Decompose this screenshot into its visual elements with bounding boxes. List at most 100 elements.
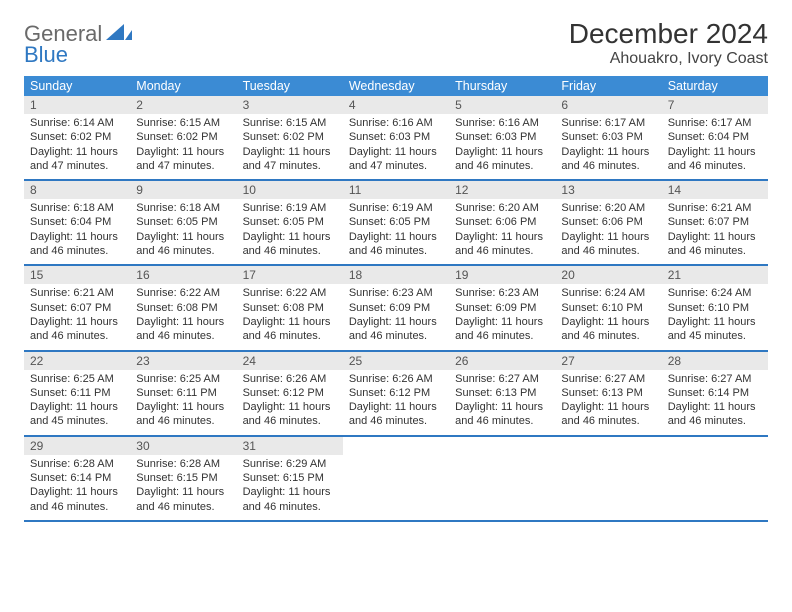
daylight-line: Daylight: 11 hours and 46 minutes. [136,400,230,429]
sunset-line: Sunset: 6:07 PM [30,301,124,315]
calendar-cell: 9Sunrise: 6:18 AMSunset: 6:05 PMDaylight… [130,180,236,265]
daylight-line: Daylight: 11 hours and 46 minutes. [243,485,337,514]
day-details: Sunrise: 6:19 AMSunset: 6:05 PMDaylight:… [237,199,343,264]
month-title: December 2024 [569,18,768,50]
sunset-line: Sunset: 6:02 PM [30,130,124,144]
daylight-line: Daylight: 11 hours and 46 minutes. [136,485,230,514]
sunset-line: Sunset: 6:15 PM [136,471,230,485]
day-header: Monday [130,76,236,96]
day-number: 9 [130,181,236,199]
calendar-cell: 17Sunrise: 6:22 AMSunset: 6:08 PMDayligh… [237,265,343,350]
day-details: Sunrise: 6:16 AMSunset: 6:03 PMDaylight:… [343,114,449,179]
day-number: 14 [662,181,768,199]
calendar-cell: 19Sunrise: 6:23 AMSunset: 6:09 PMDayligh… [449,265,555,350]
day-details: Sunrise: 6:23 AMSunset: 6:09 PMDaylight:… [343,284,449,349]
day-number: 20 [555,266,661,284]
day-number: 25 [343,352,449,370]
day-number: 7 [662,96,768,114]
day-number: 23 [130,352,236,370]
calendar-cell: 10Sunrise: 6:19 AMSunset: 6:05 PMDayligh… [237,180,343,265]
sunset-line: Sunset: 6:05 PM [136,215,230,229]
sunrise-line: Sunrise: 6:16 AM [455,116,549,130]
calendar-page: General Blue December 2024 Ahouakro, Ivo… [0,0,792,522]
daylight-line: Daylight: 11 hours and 46 minutes. [243,400,337,429]
daylight-line: Daylight: 11 hours and 46 minutes. [561,315,655,344]
day-number: 30 [130,437,236,455]
daylight-line: Daylight: 11 hours and 47 minutes. [136,145,230,174]
sunrise-line: Sunrise: 6:19 AM [349,201,443,215]
day-details: Sunrise: 6:17 AMSunset: 6:04 PMDaylight:… [662,114,768,179]
calendar-cell: 6Sunrise: 6:17 AMSunset: 6:03 PMDaylight… [555,96,661,180]
daylight-line: Daylight: 11 hours and 46 minutes. [561,400,655,429]
sunset-line: Sunset: 6:06 PM [561,215,655,229]
day-details: Sunrise: 6:21 AMSunset: 6:07 PMDaylight:… [24,284,130,349]
sunrise-line: Sunrise: 6:23 AM [455,286,549,300]
calendar-week-row: 1Sunrise: 6:14 AMSunset: 6:02 PMDaylight… [24,96,768,180]
daylight-line: Daylight: 11 hours and 46 minutes. [455,230,549,259]
day-header: Thursday [449,76,555,96]
day-number: 22 [24,352,130,370]
sunset-line: Sunset: 6:13 PM [455,386,549,400]
day-number: 6 [555,96,661,114]
day-header: Tuesday [237,76,343,96]
daylight-line: Daylight: 11 hours and 45 minutes. [30,400,124,429]
day-details: Sunrise: 6:20 AMSunset: 6:06 PMDaylight:… [449,199,555,264]
calendar-cell: 20Sunrise: 6:24 AMSunset: 6:10 PMDayligh… [555,265,661,350]
day-number: 19 [449,266,555,284]
day-details: Sunrise: 6:20 AMSunset: 6:06 PMDaylight:… [555,199,661,264]
sunset-line: Sunset: 6:08 PM [243,301,337,315]
calendar-cell: . [343,436,449,521]
day-details: Sunrise: 6:17 AMSunset: 6:03 PMDaylight:… [555,114,661,179]
daylight-line: Daylight: 11 hours and 46 minutes. [349,315,443,344]
calendar-cell: . [662,436,768,521]
calendar-cell: 26Sunrise: 6:27 AMSunset: 6:13 PMDayligh… [449,351,555,436]
sunrise-line: Sunrise: 6:14 AM [30,116,124,130]
daylight-line: Daylight: 11 hours and 46 minutes. [561,145,655,174]
sunset-line: Sunset: 6:03 PM [561,130,655,144]
day-number: 5 [449,96,555,114]
calendar-head: SundayMondayTuesdayWednesdayThursdayFrid… [24,76,768,96]
day-header-row: SundayMondayTuesdayWednesdayThursdayFrid… [24,76,768,96]
day-number: 8 [24,181,130,199]
day-header: Wednesday [343,76,449,96]
sunset-line: Sunset: 6:04 PM [668,130,762,144]
day-number: 1 [24,96,130,114]
day-details: Sunrise: 6:27 AMSunset: 6:13 PMDaylight:… [555,370,661,435]
calendar-cell: 18Sunrise: 6:23 AMSunset: 6:09 PMDayligh… [343,265,449,350]
sunset-line: Sunset: 6:11 PM [30,386,124,400]
day-number: 26 [449,352,555,370]
day-number: 10 [237,181,343,199]
calendar-cell: 21Sunrise: 6:24 AMSunset: 6:10 PMDayligh… [662,265,768,350]
day-number: 4 [343,96,449,114]
sunset-line: Sunset: 6:12 PM [243,386,337,400]
sunrise-line: Sunrise: 6:20 AM [455,201,549,215]
sunrise-line: Sunrise: 6:28 AM [30,457,124,471]
sunset-line: Sunset: 6:08 PM [136,301,230,315]
logo-text: General Blue [24,22,102,66]
day-number: 16 [130,266,236,284]
calendar-cell: 1 Sunrise: 6:14 AMSunset: 6:02 PMDaylight… [24,96,130,180]
day-number: 27 [555,352,661,370]
daylight-line: Daylight: 11 hours and 46 minutes. [30,485,124,514]
logo-line2: Blue [24,43,102,66]
logo-mark-icon [106,24,132,48]
daylight-line: Daylight: 11 hours and 47 minutes. [30,145,124,174]
calendar-cell: 30Sunrise: 6:28 AMSunset: 6:15 PMDayligh… [130,436,236,521]
sunrise-line: Sunrise: 6:27 AM [668,372,762,386]
calendar-body: 1Sunrise: 6:14 AMSunset: 6:02 PMDaylight… [24,96,768,521]
day-details: Sunrise: 6:23 AMSunset: 6:09 PMDaylight:… [449,284,555,349]
day-details: Sunrise: 6:25 AMSunset: 6:11 PMDaylight:… [24,370,130,435]
day-number: 29 [24,437,130,455]
day-details: Sunrise: 6:24 AMSunset: 6:10 PMDaylight:… [555,284,661,349]
day-header: Saturday [662,76,768,96]
day-details: Sunrise: 6:22 AMSunset: 6:08 PMDaylight:… [130,284,236,349]
calendar-cell: 8Sunrise: 6:18 AMSunset: 6:04 PMDaylight… [24,180,130,265]
day-details: Sunrise: 6:22 AMSunset: 6:08 PMDaylight:… [237,284,343,349]
sunrise-line: Sunrise: 6:19 AM [243,201,337,215]
sunrise-line: Sunrise: 6:22 AM [136,286,230,300]
sunrise-line: Sunrise: 6:27 AM [455,372,549,386]
day-details: Sunrise: 6:27 AMSunset: 6:14 PMDaylight:… [662,370,768,435]
day-details: Sunrise: 6:26 AMSunset: 6:12 PMDaylight:… [237,370,343,435]
sunrise-line: Sunrise: 6:23 AM [349,286,443,300]
sunrise-line: Sunrise: 6:18 AM [136,201,230,215]
